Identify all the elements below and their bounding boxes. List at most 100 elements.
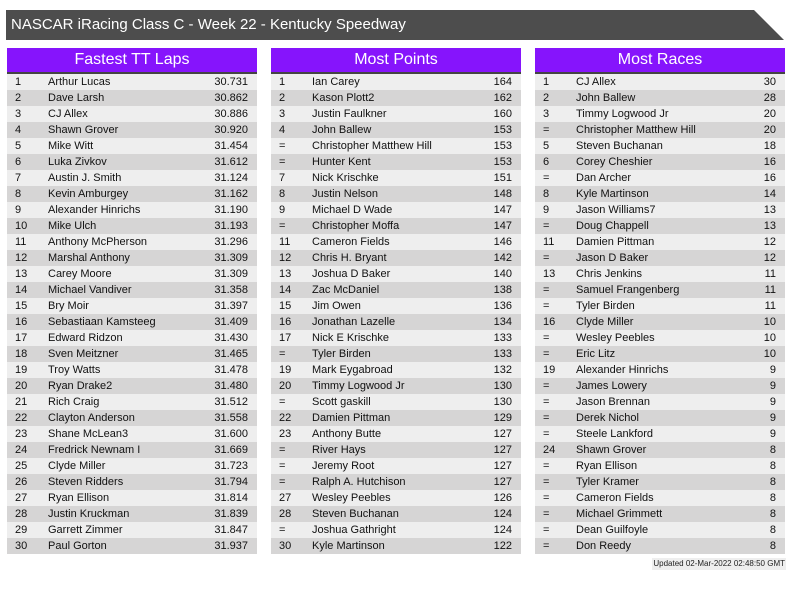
table-row: = River Hays 127 bbox=[271, 442, 521, 458]
rank-cell: 28 bbox=[15, 508, 28, 520]
value-cell: 31.612 bbox=[214, 156, 248, 168]
rank-cell: 23 bbox=[279, 428, 292, 440]
value-cell: 31.124 bbox=[214, 172, 248, 184]
rank-cell: 23 bbox=[15, 428, 28, 440]
table-row: 16 Sebastiaan Kamsteeg 31.409 bbox=[7, 314, 257, 330]
driver-name-cell: Damien Pittman bbox=[312, 412, 391, 424]
table-row: 2 Dave Larsh 30.862 bbox=[7, 90, 257, 106]
driver-name-cell: Ryan Drake2 bbox=[48, 380, 113, 392]
value-cell: 9 bbox=[769, 364, 776, 376]
value-cell: 31.454 bbox=[214, 140, 248, 152]
table-row: 16 Jonathan Lazelle 134 bbox=[271, 314, 521, 330]
value-cell: 153 bbox=[493, 156, 512, 168]
driver-name-cell: Kyle Martinson bbox=[312, 540, 385, 552]
driver-name-cell: Timmy Logwood Jr bbox=[312, 380, 405, 392]
driver-name-cell: Chris Jenkins bbox=[576, 268, 643, 280]
driver-name-cell: Cameron Fields bbox=[312, 236, 390, 248]
rank-cell: 30 bbox=[15, 540, 28, 552]
value-cell: 12 bbox=[763, 252, 776, 264]
rank-cell: 30 bbox=[279, 540, 292, 552]
table-row: = Steele Lankford 9 bbox=[535, 426, 785, 442]
table-row: 19 Alexander Hinrichs 9 bbox=[535, 362, 785, 378]
value-cell: 130 bbox=[493, 380, 512, 392]
table-row: = Dean Guilfoyle 8 bbox=[535, 522, 785, 538]
driver-name-cell: Shawn Grover bbox=[48, 124, 119, 136]
table-row: 22 Damien Pittman 129 bbox=[271, 410, 521, 426]
value-cell: 127 bbox=[493, 460, 512, 472]
driver-name-cell: James Lowery bbox=[576, 380, 647, 392]
table-row: = Eric Litz 10 bbox=[535, 346, 785, 362]
value-cell: 124 bbox=[493, 508, 512, 520]
value-cell: 28 bbox=[763, 92, 776, 104]
value-cell: 31.937 bbox=[214, 540, 248, 552]
rank-cell: 14 bbox=[15, 284, 28, 296]
driver-name-cell: Paul Gorton bbox=[48, 540, 107, 552]
value-cell: 31.723 bbox=[214, 460, 248, 472]
table-row: 4 Shawn Grover 30.920 bbox=[7, 122, 257, 138]
value-cell: 31.480 bbox=[214, 380, 248, 392]
table-row: 11 Anthony McPherson 31.296 bbox=[7, 234, 257, 250]
driver-name-cell: Austin J. Smith bbox=[48, 172, 122, 184]
table-row: 6 Luka Zivkov 31.612 bbox=[7, 154, 257, 170]
driver-name-cell: Anthony Butte bbox=[312, 428, 382, 440]
rank-cell: 17 bbox=[279, 332, 292, 344]
driver-name-cell: Shane McLean3 bbox=[48, 428, 129, 440]
rank-cell: 28 bbox=[279, 508, 292, 520]
driver-name-cell: Samuel Frangenberg bbox=[576, 284, 680, 296]
table-row: = Ralph A. Hutchison 127 bbox=[271, 474, 521, 490]
value-cell: 122 bbox=[493, 540, 512, 552]
driver-name-cell: Steele Lankford bbox=[576, 428, 654, 440]
rank-cell: = bbox=[279, 476, 286, 488]
rank-cell: = bbox=[279, 220, 286, 232]
value-cell: 151 bbox=[493, 172, 512, 184]
driver-name-cell: Tyler Birden bbox=[312, 348, 371, 360]
table-row: 24 Fredrick Newnam I 31.669 bbox=[7, 442, 257, 458]
rank-cell: 2 bbox=[279, 92, 286, 104]
value-cell: 11 bbox=[764, 300, 776, 312]
driver-name-cell: Dave Larsh bbox=[48, 92, 105, 104]
driver-name-cell: Rich Craig bbox=[48, 396, 100, 408]
driver-name-cell: Kason Plott2 bbox=[312, 92, 375, 104]
table-row: 11 Cameron Fields 146 bbox=[271, 234, 521, 250]
value-cell: 9 bbox=[769, 412, 776, 424]
driver-name-cell: Wesley Peebles bbox=[576, 332, 655, 344]
rank-cell: = bbox=[543, 332, 550, 344]
table-row: 14 Zac McDaniel 138 bbox=[271, 282, 521, 298]
driver-name-cell: Sebastiaan Kamsteeg bbox=[48, 316, 156, 328]
rank-cell: = bbox=[543, 284, 550, 296]
table-row: 11 Damien Pittman 12 bbox=[535, 234, 785, 250]
value-cell: 31.478 bbox=[214, 364, 248, 376]
value-cell: 30.920 bbox=[214, 124, 248, 136]
driver-name-cell: Clyde Miller bbox=[576, 316, 634, 328]
driver-name-cell: Scott gaskill bbox=[312, 396, 371, 408]
table-row: 28 Justin Kruckman 31.839 bbox=[7, 506, 257, 522]
rank-cell: = bbox=[543, 460, 550, 472]
rank-cell: 27 bbox=[279, 492, 292, 504]
value-cell: 127 bbox=[493, 444, 512, 456]
rank-cell: 9 bbox=[15, 204, 22, 216]
value-cell: 30.862 bbox=[214, 92, 248, 104]
rank-cell: = bbox=[543, 412, 550, 424]
rank-cell: 21 bbox=[15, 396, 28, 408]
value-cell: 18 bbox=[763, 140, 776, 152]
rank-cell: 11 bbox=[543, 236, 555, 248]
table-row: 15 Jim Owen 136 bbox=[271, 298, 521, 314]
rank-cell: 8 bbox=[15, 188, 22, 200]
table-row: = Tyler Birden 11 bbox=[535, 298, 785, 314]
value-cell: 31.409 bbox=[214, 316, 248, 328]
leaderboard-table: 1 Arthur Lucas 30.731 2 Dave Larsh 30.862 3 CJ … bbox=[7, 74, 257, 554]
value-cell: 129 bbox=[493, 412, 512, 424]
table-row: 10 Mike Ulch 31.193 bbox=[7, 218, 257, 234]
table-row: 27 Ryan Ellison 31.814 bbox=[7, 490, 257, 506]
table-row: = Ryan Ellison 8 bbox=[535, 458, 785, 474]
driver-name-cell: Justin Faulkner bbox=[312, 108, 387, 120]
driver-name-cell: CJ Allex bbox=[576, 76, 616, 88]
driver-name-cell: Steven Ridders bbox=[48, 476, 124, 488]
rank-cell: 24 bbox=[15, 444, 28, 456]
table-row: 25 Clyde Miller 31.723 bbox=[7, 458, 257, 474]
driver-name-cell: Jonathan Lazelle bbox=[312, 316, 396, 328]
value-cell: 31.296 bbox=[214, 236, 248, 248]
table-row: 1 CJ Allex 30 bbox=[535, 74, 785, 90]
rank-cell: = bbox=[543, 172, 550, 184]
rank-cell: 3 bbox=[15, 108, 22, 120]
